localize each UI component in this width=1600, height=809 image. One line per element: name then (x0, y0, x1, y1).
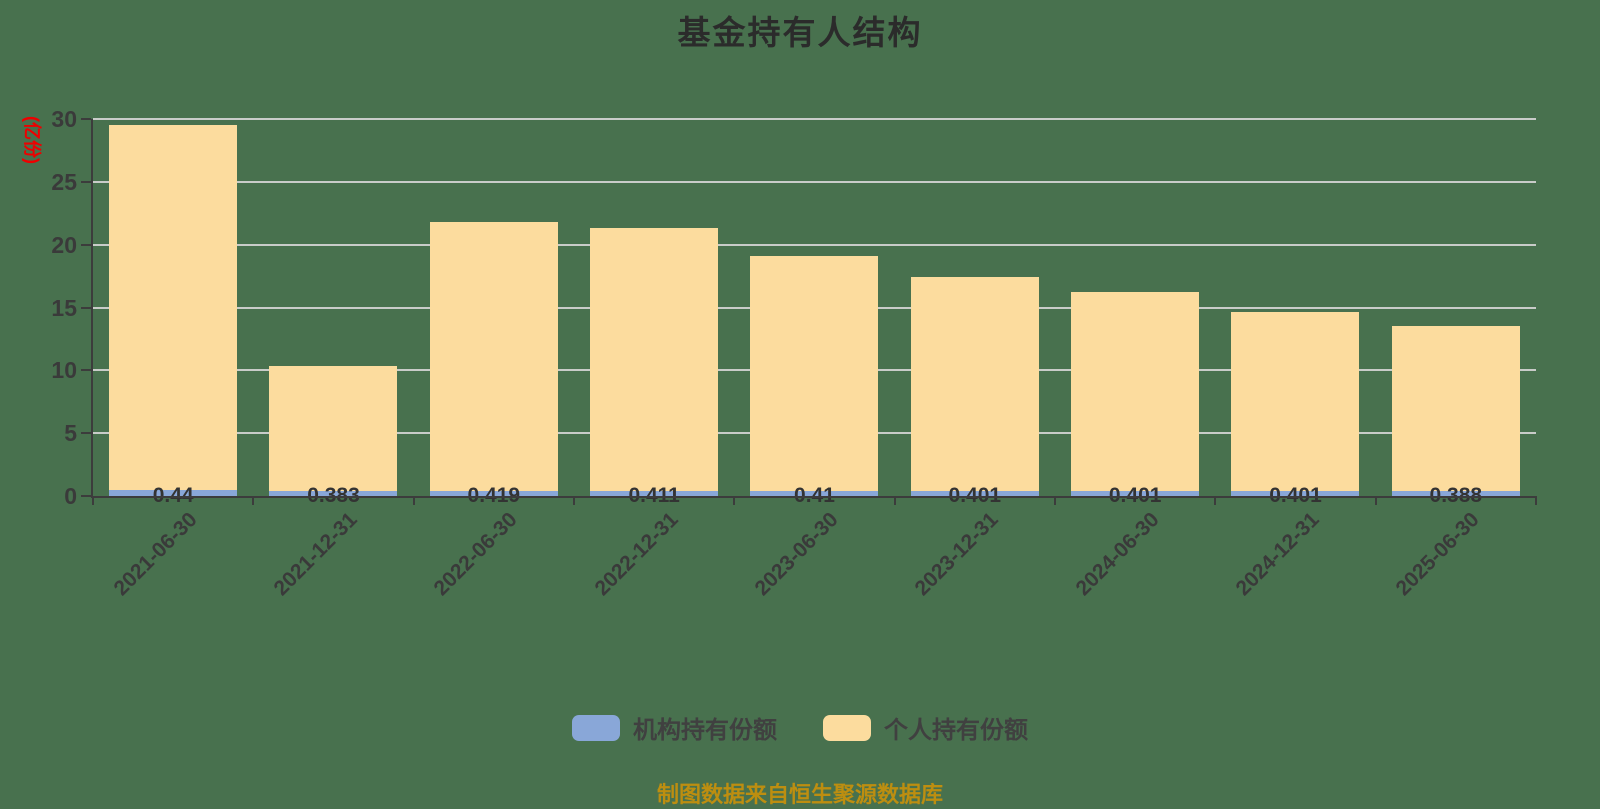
bar-2024-06-30[interactable] (1071, 292, 1200, 496)
institution-segment[interactable] (269, 491, 398, 496)
bar-2022-12-31[interactable] (590, 227, 719, 496)
legend-label: 机构持有份额 (633, 717, 777, 744)
category-slot-2022-06-30: 0.419 2022-06-30 (414, 119, 574, 600)
y-axis-line (91, 119, 93, 498)
y-axis-tick (81, 495, 91, 497)
x-axis-label-2021-06-30: 2021-06-30 (109, 508, 202, 601)
x-axis-label-2025-06-30: 2025-06-30 (1391, 508, 1485, 601)
institution-segment[interactable] (750, 490, 879, 496)
x-axis-tick (733, 496, 736, 505)
bar-value-label: 0.383 (307, 484, 360, 507)
category-slot-2022-12-31: 0.411 2022-12-31 (574, 119, 734, 600)
category-slot-2023-06-30: 0.41 2023-06-30 (734, 119, 894, 600)
y-axis-unit-label: (亿份) (22, 116, 42, 164)
y-axis-tick (81, 243, 91, 246)
bar-value-label: 0.419 (467, 484, 521, 507)
gridline-20 (93, 243, 1536, 246)
personal-segment[interactable] (109, 124, 238, 491)
y-axis-label-10: 10 (51, 357, 77, 384)
bar-value-label: 0.401 (948, 484, 1002, 507)
y-axis-label-20: 20 (51, 231, 77, 258)
category-slot-2025-06-30: 0.388 2025-06-30 (1376, 119, 1536, 600)
x-axis-tick (92, 496, 94, 505)
bar-value-label: 0.401 (1108, 484, 1162, 507)
legend-label: 个人持有份额 (884, 717, 1028, 744)
x-axis-label-2023-06-30: 2023-06-30 (750, 508, 843, 601)
bar-2021-12-31[interactable] (269, 366, 398, 496)
y-axis-label-0: 0 (64, 483, 77, 509)
y-axis-tick (81, 369, 91, 372)
category-slot-2024-06-30: 0.401 2024-06-30 (1055, 119, 1215, 600)
personal-segment[interactable] (1231, 311, 1360, 491)
legend-swatch (572, 714, 620, 741)
personal-segment[interactable] (590, 227, 719, 491)
x-axis-line (91, 496, 1536, 498)
institution-segment[interactable] (590, 490, 719, 496)
plot-area: 0 5 10 15 20 25 30 0.44 2021-06-30 0.383 2021-12-3… (51, 108, 1537, 600)
bar-value-label: 0.411 (628, 484, 680, 507)
chart-title: 基金持有人结构 (677, 14, 923, 51)
institution-segment[interactable] (1231, 490, 1360, 496)
y-axis-tick (81, 306, 91, 309)
x-axis-label-2022-12-31: 2022-12-31 (590, 508, 683, 601)
y-axis-tick (81, 180, 91, 183)
institution-segment[interactable] (1071, 490, 1200, 496)
y-axis-label-25: 25 (51, 168, 77, 195)
y-axis-tick (81, 118, 91, 120)
x-axis-tick (412, 496, 415, 505)
y-axis-label-15: 15 (51, 294, 77, 321)
x-axis-tick (1054, 496, 1056, 505)
x-axis-tick (893, 496, 896, 505)
bar-value-label: 0.388 (1429, 484, 1483, 507)
bar-2021-06-30[interactable] (109, 124, 238, 496)
legend-swatch (823, 714, 871, 741)
x-axis-label-2021-12-31: 2021-12-31 (269, 508, 362, 601)
gridline-25 (93, 180, 1536, 183)
footer-credit: 制图数据来自恒生聚源数据库 (656, 782, 943, 807)
x-axis-label-2023-12-31: 2023-12-31 (910, 508, 1004, 601)
bar-value-label: 0.41 (794, 484, 835, 507)
legend: 机构持有份额 个人持有份额 (0, 710, 1600, 745)
x-axis-tick (573, 496, 575, 505)
x-axis-tick (1214, 496, 1217, 505)
category-slot-2021-12-31: 0.383 2021-12-31 (253, 119, 413, 600)
bar-value-label: 0.401 (1269, 484, 1322, 507)
bar-2023-06-30[interactable] (750, 256, 879, 496)
y-axis-label-30: 30 (51, 106, 77, 132)
personal-segment[interactable] (269, 366, 398, 492)
category-slot-2021-06-30: 0.44 2021-06-30 (93, 119, 253, 600)
legend-item-个人持有份额[interactable]: 个人持有份额 (823, 710, 1028, 745)
bar-2025-06-30[interactable] (1391, 326, 1520, 496)
institution-segment[interactable] (109, 490, 238, 496)
institution-segment[interactable] (910, 490, 1039, 496)
institution-segment[interactable] (429, 490, 558, 496)
bar-2023-12-31[interactable] (910, 277, 1039, 496)
personal-segment[interactable] (750, 256, 879, 491)
category-slot-2023-12-31: 0.401 2023-12-31 (895, 119, 1055, 600)
personal-segment[interactable] (910, 277, 1039, 491)
x-axis-label-2022-06-30: 2022-06-30 (429, 508, 523, 601)
bar-value-label: 0.44 (152, 484, 194, 507)
x-axis-label-2024-06-30: 2024-06-30 (1071, 508, 1164, 601)
x-axis-label-2024-12-31: 2024-12-31 (1231, 508, 1324, 601)
x-axis-tick (1535, 496, 1537, 505)
gridline-30 (93, 118, 1536, 120)
x-axis-tick (1374, 496, 1377, 505)
category-slot-2024-12-31: 0.401 2024-12-31 (1215, 119, 1375, 600)
y-axis-tick (81, 432, 91, 435)
personal-segment[interactable] (1391, 326, 1520, 492)
bar-2022-06-30[interactable] (429, 222, 558, 496)
bar-2024-12-31[interactable] (1231, 311, 1360, 496)
personal-segment[interactable] (1071, 292, 1200, 491)
x-axis-tick (252, 496, 255, 505)
y-axis-label-5: 5 (64, 420, 77, 447)
institution-segment[interactable] (1391, 491, 1520, 496)
legend-item-机构持有份额[interactable]: 机构持有份额 (572, 710, 777, 745)
personal-segment[interactable] (429, 222, 558, 491)
